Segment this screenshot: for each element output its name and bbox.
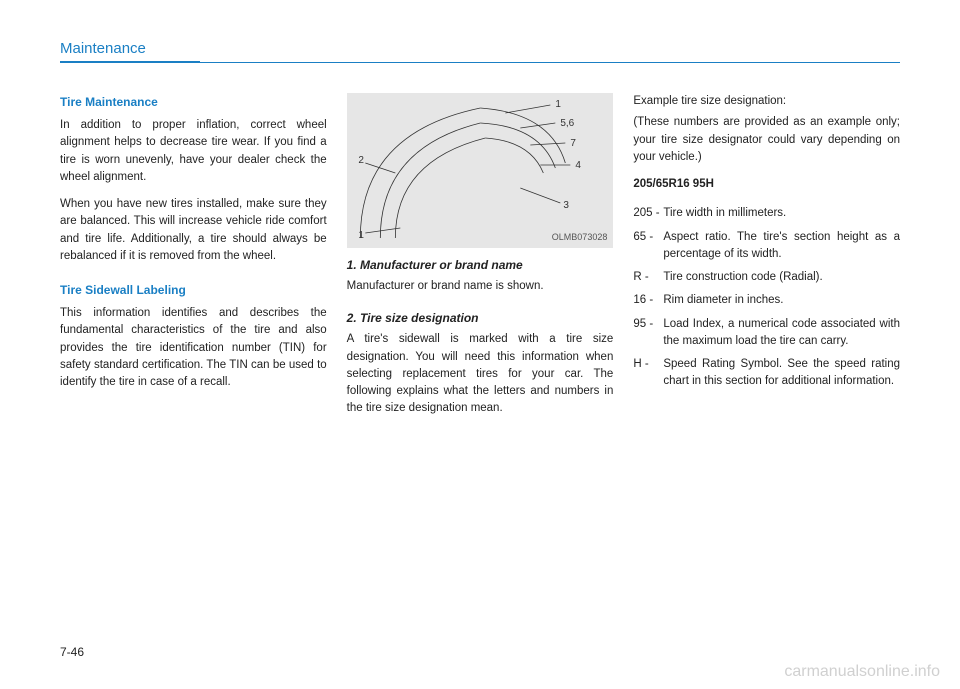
column-1: Tire Maintenance In addition to proper i… bbox=[60, 93, 327, 428]
definition-list: 205 - Tire width in millimeters. 65 - As… bbox=[633, 205, 900, 390]
def-desc: Rim diameter in inches. bbox=[663, 292, 900, 309]
tire-size-heading: 2. Tire size designation bbox=[347, 309, 614, 327]
header-rule bbox=[60, 61, 900, 63]
tire-maintenance-p1: In addition to proper inflation, correct… bbox=[60, 117, 327, 186]
def-desc: Aspect ratio. The tire's section height … bbox=[663, 229, 900, 264]
content-columns: Tire Maintenance In addition to proper i… bbox=[60, 93, 900, 428]
def-desc: Tire width in millimeters. bbox=[663, 205, 900, 222]
tire-size-para: A tire's sidewall is marked with a tire … bbox=[347, 331, 614, 417]
header-rule-thin bbox=[200, 62, 900, 63]
tire-sidewall-p1: This information identifies and describe… bbox=[60, 305, 327, 391]
def-term: 95 - bbox=[633, 316, 663, 351]
manufacturer-heading: 1. Manufacturer or brand name bbox=[347, 256, 614, 274]
def-term: 16 - bbox=[633, 292, 663, 309]
example-note: (These numbers are provided as an exampl… bbox=[633, 114, 900, 166]
svg-text:1: 1 bbox=[358, 230, 364, 241]
column-3: Example tire size designation: (These nu… bbox=[633, 93, 900, 428]
page-number: 7-46 bbox=[60, 645, 84, 659]
def-65: 65 - Aspect ratio. The tire's section he… bbox=[633, 229, 900, 264]
def-desc: Tire construction code (Radial). bbox=[663, 269, 900, 286]
example-intro: Example tire size designation: bbox=[633, 93, 900, 110]
tire-maintenance-title: Tire Maintenance bbox=[60, 93, 327, 111]
tire-sidewall-title: Tire Sidewall Labeling bbox=[60, 281, 327, 299]
def-205: 205 - Tire width in millimeters. bbox=[633, 205, 900, 222]
def-desc: Speed Rating Symbol. See the speed ratin… bbox=[663, 356, 900, 391]
def-16: 16 - Rim diameter in inches. bbox=[633, 292, 900, 309]
page-container: Maintenance Tire Maintenance In addition… bbox=[0, 0, 960, 689]
def-h: H - Speed Rating Symbol. See the speed r… bbox=[633, 356, 900, 391]
header-title: Maintenance bbox=[60, 40, 900, 61]
tire-diagram-svg: 1 5,6 7 4 2 3 1 bbox=[347, 93, 614, 248]
def-term: 205 - bbox=[633, 205, 663, 222]
column-2: 1 5,6 7 4 2 3 1 OLMB073028 1. Manufactur… bbox=[347, 93, 614, 428]
def-desc: Load Index, a numerical code associated … bbox=[663, 316, 900, 351]
tire-maintenance-p2: When you have new tires installed, make … bbox=[60, 196, 327, 265]
def-term: R - bbox=[633, 269, 663, 286]
svg-text:1: 1 bbox=[555, 99, 561, 110]
svg-text:3: 3 bbox=[563, 200, 569, 211]
svg-text:5,6: 5,6 bbox=[560, 118, 574, 129]
svg-text:2: 2 bbox=[358, 155, 364, 166]
def-r: R - Tire construction code (Radial). bbox=[633, 269, 900, 286]
manufacturer-para: Manufacturer or brand name is shown. bbox=[347, 278, 614, 295]
tire-diagram: 1 5,6 7 4 2 3 1 OLMB073028 bbox=[347, 93, 614, 248]
page-header: Maintenance bbox=[60, 40, 900, 63]
svg-text:7: 7 bbox=[570, 138, 576, 149]
tire-code: 205/65R16 95H bbox=[633, 176, 900, 193]
def-term: 65 - bbox=[633, 229, 663, 264]
diagram-code: OLMB073028 bbox=[552, 231, 608, 245]
def-95: 95 - Load Index, a numerical code associ… bbox=[633, 316, 900, 351]
def-term: H - bbox=[633, 356, 663, 391]
header-rule-bold bbox=[60, 61, 200, 63]
watermark: carmanualsonline.info bbox=[784, 663, 940, 681]
svg-text:4: 4 bbox=[575, 160, 581, 171]
